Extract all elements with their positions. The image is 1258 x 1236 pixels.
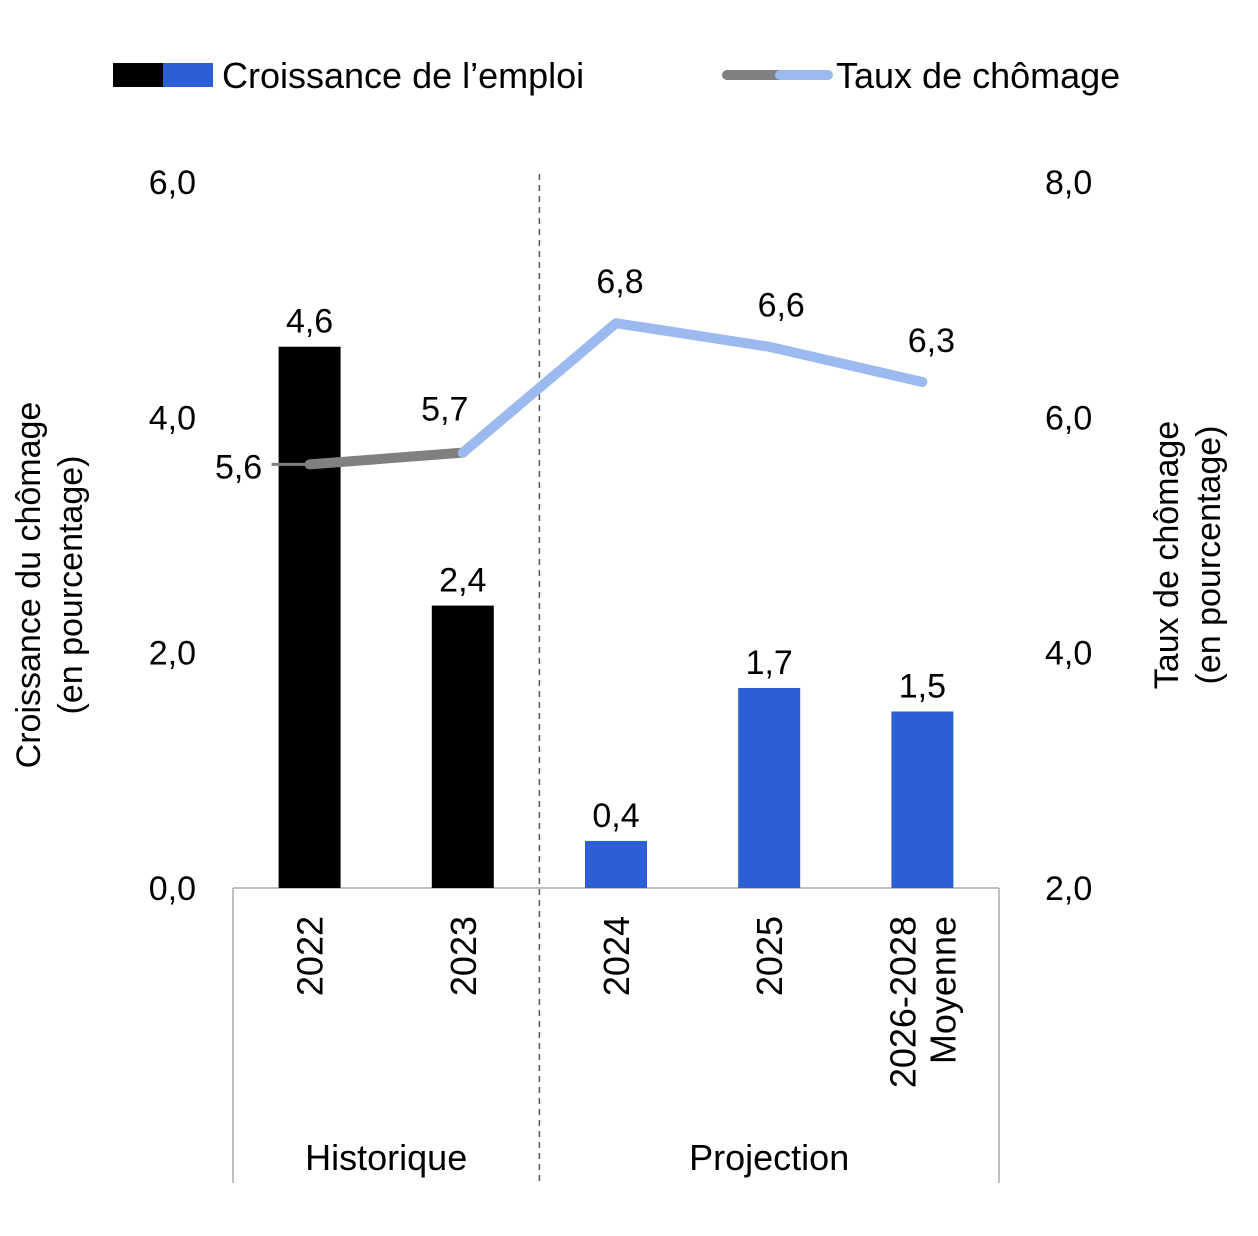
y-left-tick-label: 2,0 <box>149 635 196 673</box>
y-right-tick-label: 4,0 <box>1045 635 1092 673</box>
legend-label-chomage: Taux de chômage <box>836 55 1120 96</box>
bar-data-label: 0,4 <box>592 797 639 835</box>
line-segment-historique <box>304 447 468 470</box>
bar <box>585 840 647 888</box>
x-category-label: 2022 <box>290 916 331 996</box>
bar-data-label: 2,4 <box>439 562 486 600</box>
x-category-label: 2025 <box>749 916 790 996</box>
line-data-label: 5,6 <box>215 448 262 486</box>
bar-data-label: 1,7 <box>746 644 793 682</box>
line-series <box>271 318 928 470</box>
y-left-tick-label: 4,0 <box>149 399 196 437</box>
bar-data-label: 1,5 <box>899 668 946 706</box>
line-data-label: 5,7 <box>421 391 468 429</box>
x-group-label: Historique <box>305 1137 467 1178</box>
y-right-tick-label: 6,0 <box>1045 399 1092 437</box>
y-right-axis-title: Taux de chômage (en pourcentage) <box>1148 421 1228 689</box>
y-right-axis-title-line: (en pourcentage) <box>1190 426 1228 685</box>
x-category-label: 2026-2028 <box>882 916 923 1088</box>
line-data-label: 6,6 <box>758 287 805 325</box>
data-labels: 4,6 2,4 0,4 1,7 1,5 5,6 5,7 6,8 6,6 6,3 <box>215 263 955 835</box>
x-group-label: Projection <box>689 1137 849 1178</box>
bar <box>431 605 494 888</box>
y-left-axis-title-line: (en pourcentage) <box>52 456 90 715</box>
legend-label-emploi: Croissance de l’emploi <box>222 55 584 96</box>
x-category-label: 2023 <box>443 916 484 996</box>
x-category-label: 2024 <box>596 916 637 996</box>
legend-swatch-emploi-historique <box>113 63 163 87</box>
axes: 0,0 2,0 4,0 6,0 2,0 4,0 6,0 8,0 Croissance du ch… <box>10 164 1228 1183</box>
bar <box>278 346 341 888</box>
bar <box>738 687 801 888</box>
legend-swatch-emploi-projection <box>163 63 213 87</box>
y-left-tick-label: 0,0 <box>149 870 196 908</box>
y-right-tick-label: 8,0 <box>1045 164 1092 202</box>
bar-data-label: 4,6 <box>286 303 333 341</box>
bar-series <box>278 346 954 888</box>
line-data-label: 6,3 <box>908 322 955 360</box>
bar <box>891 711 954 888</box>
y-right-tick-label: 2,0 <box>1045 870 1092 908</box>
y-left-tick-label: 6,0 <box>149 164 196 202</box>
x-category-label: Moyenne <box>922 916 963 1064</box>
y-left-axis-title: Croissance du chômage (en pourcentage) <box>10 402 90 769</box>
legend: Croissance de l’emploi Taux de chômage <box>113 55 1120 96</box>
line-data-label: 6,8 <box>596 263 643 301</box>
y-right-axis-title-line: Taux de chômage <box>1148 421 1186 689</box>
y-left-axis-title-line: Croissance du chômage <box>10 402 48 769</box>
line-segment-projection <box>457 318 928 458</box>
